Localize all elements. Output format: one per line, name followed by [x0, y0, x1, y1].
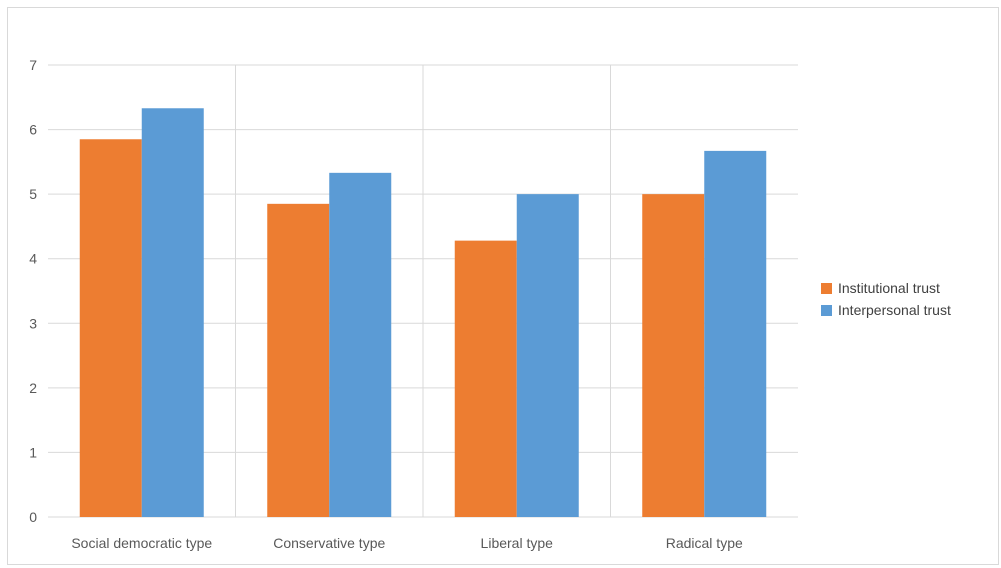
y-tick-labels: 0 1 2 3 4 5 6 7: [29, 57, 37, 525]
legend-swatch: [821, 283, 832, 294]
x-tick-label: Social democratic type: [71, 535, 212, 551]
y-tick-label: 6: [29, 122, 37, 138]
y-tick-label: 0: [29, 509, 37, 525]
x-tick-label: Conservative type: [273, 535, 385, 551]
x-tick-label: Radical type: [666, 535, 743, 551]
x-tick-labels: Social democratic type Conservative type L…: [71, 535, 743, 551]
y-tick-label: 1: [29, 444, 37, 460]
y-tick-label: 4: [29, 251, 37, 267]
bars-layer: [79, 108, 767, 518]
y-tick-label: 2: [29, 380, 37, 396]
bar-institutional-trust-3: [642, 194, 705, 517]
y-tick-label: 7: [29, 57, 37, 73]
bar-interpersonal-trust-3: [704, 150, 767, 517]
y-tick-label: 5: [29, 186, 37, 202]
bar-institutional-trust-1: [267, 203, 330, 518]
bar-institutional-trust-2: [454, 240, 517, 518]
bar-institutional-trust-0: [79, 139, 142, 517]
bar-interpersonal-trust-1: [329, 172, 392, 517]
y-tick-label: 3: [29, 315, 37, 331]
legend-label: Institutional trust: [838, 280, 940, 296]
x-tick-label: Liberal type: [481, 535, 554, 551]
legend: Institutional trust Interpersonal trust: [821, 280, 951, 318]
legend-label: Interpersonal trust: [838, 302, 951, 318]
bar-interpersonal-trust-2: [516, 194, 579, 517]
bar-interpersonal-trust-0: [141, 108, 204, 518]
legend-swatch: [821, 305, 832, 316]
